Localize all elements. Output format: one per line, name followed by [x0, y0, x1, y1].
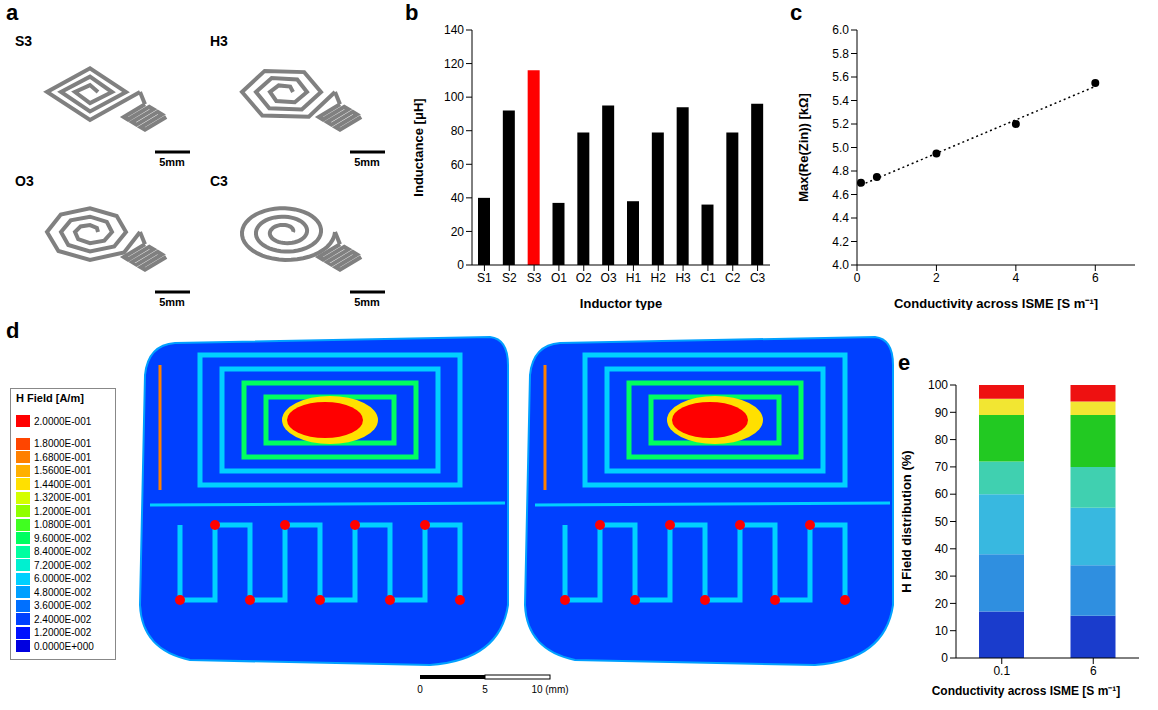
svg-text:O3: O3	[15, 173, 34, 189]
html-text:H Field [A/m]: H Field [A/m]	[16, 392, 84, 404]
svg-text:5mm: 5mm	[354, 156, 380, 168]
html-text:3.6000E-002: 3.6000E-002	[34, 600, 92, 611]
svg-text:0: 0	[457, 258, 464, 272]
html-text:c: c	[790, 0, 803, 25]
svg-text:S3: S3	[527, 271, 542, 285]
svg-text:Max(Re(Zin)) [kΩ]: Max(Re(Zin)) [kΩ]	[796, 93, 811, 202]
svg-text:40: 40	[935, 542, 949, 556]
svg-text:140: 140	[444, 23, 464, 37]
html-text:6.0000E-002: 6.0000E-002	[34, 573, 92, 584]
svg-text:5mm: 5mm	[159, 296, 185, 307]
svg-text:80: 80	[451, 124, 465, 138]
svg-text:C3: C3	[750, 271, 766, 285]
svg-text:4.6: 4.6	[832, 188, 849, 202]
svg-text:120: 120	[444, 57, 464, 71]
svg-text:4.0: 4.0	[832, 258, 849, 272]
svg-text:20: 20	[451, 225, 465, 239]
svg-text:90: 90	[935, 406, 949, 420]
html-text:a: a	[6, 0, 19, 25]
html-text:9.6000E-002: 9.6000E-002	[34, 532, 92, 544]
svg-text:5.0: 5.0	[832, 141, 849, 155]
svg-text:40: 40	[451, 191, 465, 205]
svg-text:70: 70	[935, 460, 949, 474]
html-text:0.0000E+000: 0.0000E+000	[34, 640, 94, 652]
svg-text:4.2: 4.2	[832, 235, 849, 249]
svg-text:H3: H3	[675, 271, 691, 285]
svg-text:C2: C2	[725, 271, 741, 285]
html-text:1.5600E-001: 1.5600E-001	[34, 465, 92, 476]
svg-text:O2: O2	[576, 271, 592, 285]
svg-text:S2: S2	[502, 271, 517, 285]
svg-text:0: 0	[854, 271, 861, 285]
svg-text:0: 0	[941, 651, 948, 665]
svg-text:S1: S1	[477, 271, 492, 285]
svg-text:6: 6	[1090, 664, 1097, 678]
svg-text:4.8: 4.8	[832, 164, 849, 178]
svg-text:4.4: 4.4	[832, 211, 849, 225]
svg-text:30: 30	[935, 569, 949, 583]
html-text:d: d	[6, 318, 20, 343]
svg-text:H Field distribution (%): H Field distribution (%)	[899, 450, 914, 592]
svg-text:10 (mm): 10 (mm)	[531, 684, 568, 695]
html-text:1.3200E-001: 1.3200E-001	[34, 492, 92, 503]
svg-text:4: 4	[1013, 271, 1020, 285]
svg-text:5.8: 5.8	[832, 47, 849, 61]
svg-text:Inductor type: Inductor type	[580, 296, 662, 310]
html-text:1.0800E-001: 1.0800E-001	[34, 519, 92, 530]
svg-text:H3: H3	[210, 33, 228, 49]
svg-text:6: 6	[1092, 271, 1099, 285]
svg-text:100: 100	[928, 378, 948, 392]
html-text:1.2000E-001: 1.2000E-001	[34, 505, 92, 517]
html-text:Conductivity across ISME [S m⁻: Conductivity across ISME [S m⁻¹]	[931, 684, 1121, 698]
html-text:4.8000E-002: 4.8000E-002	[34, 586, 92, 598]
svg-text:H1: H1	[626, 271, 642, 285]
svg-text:5.4: 5.4	[832, 94, 849, 108]
html-text:1.8000E-001: 1.8000E-001	[34, 438, 92, 449]
svg-text:0: 0	[417, 684, 423, 695]
svg-text:5: 5	[482, 684, 488, 695]
svg-text:Conductivity across ISME [S m⁻: Conductivity across ISME [S m⁻¹]	[894, 296, 1098, 310]
svg-text:5mm: 5mm	[159, 156, 185, 168]
svg-text:60: 60	[935, 487, 949, 501]
html-text:2.0000E-001: 2.0000E-001	[34, 415, 92, 427]
svg-text:5mm: 5mm	[354, 296, 380, 307]
html-text:7.2000E-002: 7.2000E-002	[34, 559, 92, 571]
svg-text:2: 2	[933, 271, 940, 285]
svg-text:10: 10	[935, 624, 949, 638]
svg-text:S3: S3	[15, 33, 32, 49]
html-text:8.4000E-002: 8.4000E-002	[34, 546, 92, 557]
svg-text:H2: H2	[651, 271, 667, 285]
html-text:e: e	[898, 350, 911, 375]
html-text:2.4000E-002: 2.4000E-002	[34, 613, 92, 625]
html-text:1.2000E-002: 1.2000E-002	[34, 627, 92, 638]
html-text:1.6800E-001: 1.6800E-001	[34, 451, 92, 463]
svg-text:100: 100	[444, 90, 464, 104]
svg-text:60: 60	[451, 158, 465, 172]
svg-text:C3: C3	[210, 173, 228, 189]
svg-text:0.1: 0.1	[993, 664, 1010, 678]
svg-text:5.6: 5.6	[832, 70, 849, 84]
svg-text:80: 80	[935, 433, 949, 447]
svg-text:50: 50	[935, 515, 949, 529]
svg-text:20: 20	[935, 597, 949, 611]
svg-text:5.2: 5.2	[832, 117, 849, 131]
svg-text:C1: C1	[700, 271, 716, 285]
svg-text:6.0: 6.0	[832, 23, 849, 37]
svg-text:O3: O3	[601, 271, 617, 285]
svg-text:O1: O1	[551, 271, 567, 285]
html-text:1.4400E-001: 1.4400E-001	[34, 478, 92, 490]
html-text:b: b	[405, 0, 419, 25]
svg-text:Inductance [μH]: Inductance [μH]	[411, 98, 426, 196]
